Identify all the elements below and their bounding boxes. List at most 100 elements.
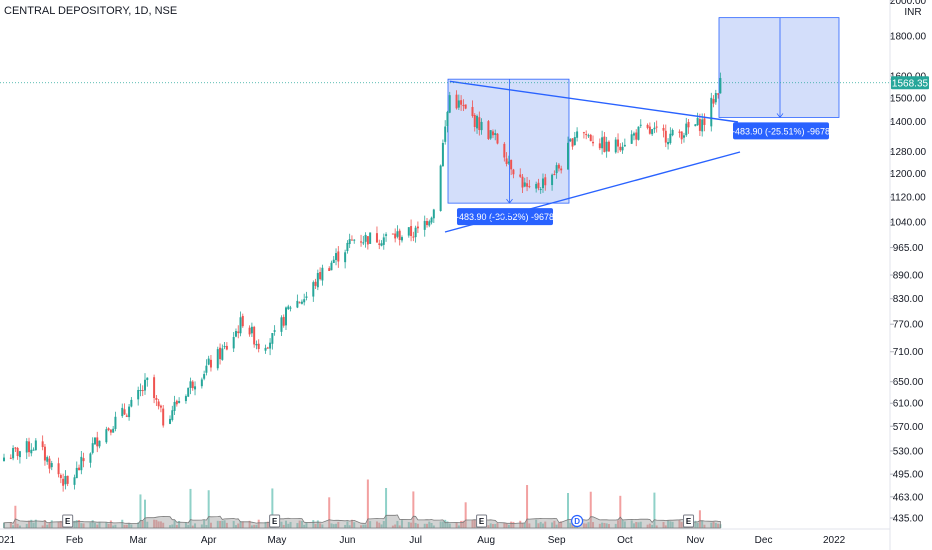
earnings-marker[interactable] — [269, 514, 281, 528]
candle-body — [489, 130, 492, 139]
candle-body — [232, 337, 235, 349]
volume-bar — [378, 522, 381, 528]
volume-bar — [582, 523, 585, 528]
candle-body — [394, 233, 397, 239]
candle-body — [234, 331, 237, 337]
price-range-box[interactable] — [447, 78, 570, 204]
volume-bar — [710, 522, 713, 528]
earnings-marker[interactable] — [62, 514, 74, 528]
volume-bar — [205, 524, 208, 528]
candle-body — [269, 342, 272, 349]
volume-bar — [460, 520, 463, 528]
price-axis[interactable]: 2000.001800.001600.001500.001400.001280.… — [890, 0, 927, 525]
price-range-boxes[interactable]: -483.90 (-30.52%) -9678 -483.90 (-25.51%)… — [447, 17, 840, 226]
candle-body — [353, 239, 356, 241]
candle-body — [378, 243, 381, 245]
volume-bar — [712, 521, 715, 528]
time-axis[interactable]: 2021 Feb Mar Apr May Jun Jul Aug Sep Oct Nov Dec 202… — [0, 535, 846, 546]
candle-body — [701, 119, 704, 132]
candle-body — [91, 443, 94, 453]
volume-bar — [414, 522, 417, 528]
price-tick-label: 710.00 — [893, 347, 924, 358]
volume-bar — [589, 491, 592, 528]
candle-body — [57, 463, 60, 475]
volume-bar — [671, 521, 674, 528]
volume-bar — [57, 521, 60, 528]
volume-bar — [175, 524, 178, 528]
price-range-arrowhead — [776, 113, 784, 119]
volume-bar — [344, 524, 347, 528]
volume-bar — [98, 522, 101, 528]
dividend-marker-label: D — [574, 517, 580, 526]
candle-body — [441, 143, 444, 167]
volume-bar — [651, 524, 654, 528]
candle-body — [350, 239, 353, 241]
earnings-marker[interactable] — [476, 514, 488, 528]
earnings-marker[interactable] — [683, 514, 695, 528]
volume-bar — [382, 520, 385, 528]
candle-body — [112, 428, 115, 433]
time-tick-label: Apr — [201, 535, 217, 546]
dividend-marker[interactable] — [570, 514, 584, 528]
volume-bar — [330, 523, 333, 528]
candle-body — [96, 437, 99, 447]
candle-body — [426, 221, 428, 226]
volume-bar — [107, 523, 110, 528]
candle-body — [391, 233, 394, 235]
volume-bar — [457, 525, 460, 528]
price-range-arrowhead — [506, 198, 513, 204]
candlesticks — [3, 72, 722, 492]
volume-bar — [109, 520, 112, 528]
volume-bar — [703, 524, 706, 528]
candle-body — [319, 272, 322, 280]
volume-bar — [526, 485, 529, 528]
candle-body — [237, 331, 240, 334]
volume-bar — [28, 520, 31, 528]
volume-bar — [300, 520, 303, 528]
volume-bar — [537, 523, 540, 528]
lower-trendline[interactable] — [444, 151, 741, 233]
volume-bar — [412, 491, 415, 528]
candle-body — [598, 143, 601, 149]
candle-body — [694, 124, 697, 127]
candle-body — [507, 161, 510, 164]
volume-bar — [635, 522, 638, 528]
candle-body — [316, 272, 319, 288]
volume-bar — [648, 523, 651, 528]
volume-bar — [560, 521, 563, 528]
volume-bar — [623, 521, 626, 528]
volume-bar — [360, 525, 363, 528]
candle-body — [191, 381, 194, 389]
candle-body — [75, 467, 78, 479]
candle-body — [651, 129, 654, 135]
candle-body — [89, 453, 92, 463]
volume-bar — [128, 523, 131, 528]
volume-bar — [462, 520, 465, 528]
candle-body — [141, 390, 144, 392]
candle-body — [621, 146, 624, 151]
price-tick-label: 2000.00 — [890, 0, 927, 7]
candle-body — [571, 138, 574, 147]
volume-bar — [137, 522, 140, 528]
volume-bar — [232, 520, 235, 528]
candle-body — [41, 441, 44, 448]
candle-body — [73, 477, 76, 485]
candle-body — [207, 358, 210, 365]
candle-body — [653, 127, 656, 130]
candle-body — [476, 115, 479, 129]
candle-body — [369, 232, 372, 244]
candle-body — [462, 105, 465, 107]
volume-bar — [523, 522, 526, 528]
price-range-label: -483.90 (-30.52%) -9678 — [456, 212, 554, 222]
time-tick-label: 2022 — [823, 535, 846, 546]
price-range-box[interactable] — [718, 17, 840, 118]
volume-bar — [678, 520, 681, 528]
volume-bar — [89, 522, 92, 528]
triangle-trendlines[interactable] — [444, 80, 741, 233]
candle-body — [303, 299, 306, 303]
upper-trendline[interactable] — [449, 80, 739, 123]
earnings-marker-label: E — [686, 517, 692, 526]
candle-body — [607, 141, 610, 152]
